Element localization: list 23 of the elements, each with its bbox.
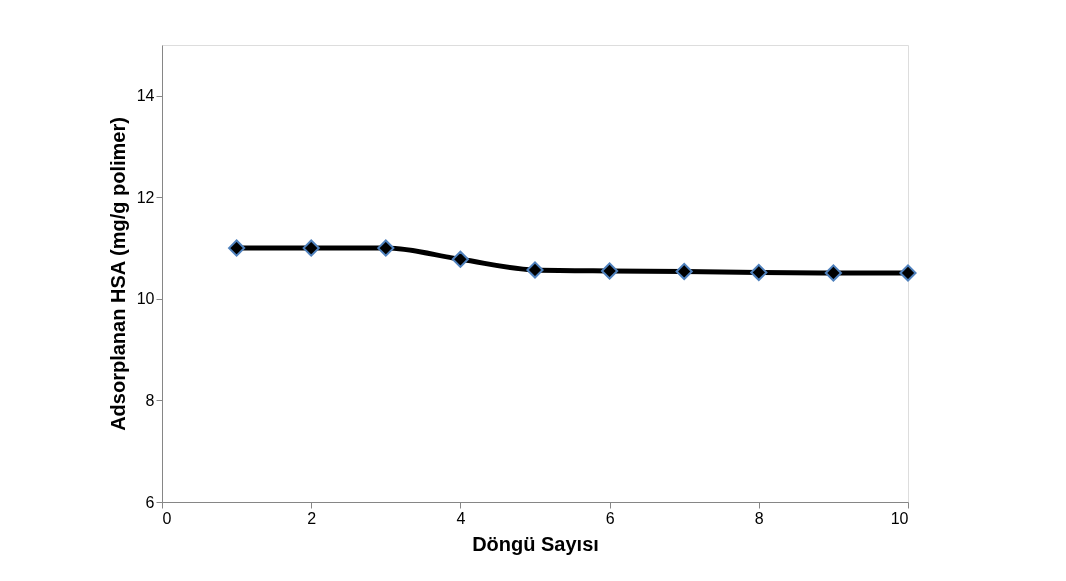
point <box>750 263 768 282</box>
point <box>824 264 842 282</box>
y-tick-label: 8 <box>145 391 155 409</box>
point <box>675 262 693 281</box>
y-tick-label: 6 <box>145 493 155 511</box>
x-tick-label: 2 <box>307 509 317 527</box>
x-tick-label: 0 <box>162 509 172 527</box>
point <box>377 239 395 257</box>
x-tick-label: 4 <box>456 509 466 527</box>
y-tick-label: 12 <box>136 188 155 206</box>
x-tick-label: 8 <box>754 509 764 527</box>
point <box>451 250 469 268</box>
point <box>228 239 246 257</box>
y-tick-label: 10 <box>136 290 155 308</box>
y-tick-label: 14 <box>136 87 155 105</box>
point <box>899 264 917 282</box>
x-tick-label: 6 <box>605 509 615 527</box>
point <box>526 261 544 279</box>
x-axis-title: Döngü Sayısı <box>472 532 599 555</box>
y-axis-title: Adsorplanan HSA (mg/g polimer) <box>106 117 129 431</box>
point <box>601 262 619 280</box>
x-tick-label: 10 <box>890 509 909 527</box>
point <box>302 239 320 257</box>
